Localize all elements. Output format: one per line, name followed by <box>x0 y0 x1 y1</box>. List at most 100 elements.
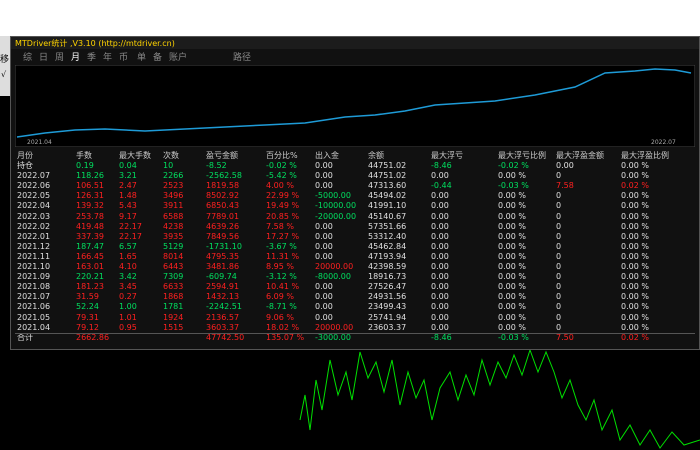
chart-frame <box>15 65 695 147</box>
table-cell: 2021.08 <box>17 282 51 292</box>
column-header: 最大手数 <box>119 151 151 160</box>
table-cell: 0.00 <box>431 191 449 201</box>
table-cell: 1781 <box>163 302 184 312</box>
menu-item[interactable]: 年 <box>103 53 113 63</box>
table-cell: 0.00 <box>315 302 333 312</box>
table-cell: 1515 <box>163 322 184 332</box>
table-cell: 0.00 <box>431 231 449 241</box>
table-cell: 0.00 % <box>498 221 526 231</box>
table-cell: 7.50 <box>556 332 574 342</box>
table-cell: 2523 <box>163 181 184 191</box>
table-cell: 0.19 <box>76 161 94 170</box>
table-cell: 0.00 % <box>621 312 649 322</box>
table-cell: 0.00 % <box>498 302 526 312</box>
table-cell: 4795.35 <box>206 251 240 261</box>
table-cell: -2562.58 <box>206 171 242 181</box>
table-cell: 18916.73 <box>368 272 407 282</box>
table-cell: 45494.02 <box>368 191 407 201</box>
table-cell: 45140.67 <box>368 211 407 221</box>
table-cell: 0.00 % <box>621 241 649 251</box>
menu-item[interactable]: 日 <box>39 53 49 63</box>
table-cell: 8502.92 <box>206 191 240 201</box>
table-cell: 3935 <box>163 231 184 241</box>
table-cell: 187.47 <box>76 241 104 251</box>
table-cell: 0.00 <box>431 322 449 332</box>
table-cell: 0 <box>556 221 562 231</box>
table-cell: 10.41 % <box>266 282 300 292</box>
table-cell: -8.52 <box>206 161 227 170</box>
table-cell: 0.00 <box>431 201 449 211</box>
menu-item[interactable]: 币 <box>119 53 129 63</box>
table-cell: 7.58 % <box>266 221 294 231</box>
table-cell: 3.45 <box>119 282 137 292</box>
table-cell: 1432.13 <box>206 292 240 302</box>
table-cell: -0.03 % <box>498 181 529 191</box>
menu-bar: 综日周月季年币单备账户 路径 <box>11 51 699 65</box>
table-cell: 0.00 <box>431 312 449 322</box>
table-cell: 2021.06 <box>17 302 51 312</box>
table-cell: 6588 <box>163 211 184 221</box>
table-cell: 2136.57 <box>206 312 240 322</box>
table-cell: 2021.11 <box>17 251 51 261</box>
table-cell: 0.00 <box>431 262 449 271</box>
title-bar: MTDriver统计 ,V3.10 (http://mtdriver.cn) <box>11 37 699 49</box>
table-cell: 20.85 % <box>266 211 300 221</box>
table-cell: 0.00 <box>556 161 574 170</box>
side-panel: 移 √ <box>0 36 10 96</box>
table-cell: 0.00 <box>315 251 333 261</box>
chart-end-label: 2022.07 <box>651 139 676 146</box>
menu-item[interactable]: 单 <box>137 53 147 63</box>
table-cell: 135.07 % <box>266 332 305 342</box>
menu-item[interactable]: 备 <box>153 53 163 63</box>
table-cell: 419.48 <box>76 221 104 231</box>
column-header: 余额 <box>368 151 384 160</box>
table-cell: 2021.10 <box>17 262 51 271</box>
table-cell: 2.47 <box>119 181 137 191</box>
table-cell: 0 <box>556 322 562 332</box>
column-header: 最大浮盈金额 <box>556 151 604 160</box>
menu-item[interactable]: 综 <box>23 53 33 63</box>
table-cell: 3496 <box>163 191 184 201</box>
table-cell: 118.26 <box>76 171 104 181</box>
table-cell: 47742.50 <box>206 332 245 342</box>
table-cell: 5129 <box>163 241 184 251</box>
table-cell: 7309 <box>163 272 184 282</box>
table-cell: 0 <box>556 241 562 251</box>
table-cell: 11.31 % <box>266 251 300 261</box>
table-cell: 0.00 % <box>621 211 649 221</box>
menu-item[interactable]: 账户 <box>169 53 188 63</box>
table-cell: 0.00 <box>431 282 449 292</box>
table-cell: 47313.60 <box>368 181 407 191</box>
table-cell: 合计 <box>17 332 33 342</box>
table-cell: 2266 <box>163 171 184 181</box>
side-move[interactable]: 移 <box>0 55 10 65</box>
table-cell: 2022.05 <box>17 191 51 201</box>
table-cell: 10 <box>163 161 174 170</box>
table-cell: 3.42 <box>119 272 137 282</box>
table-cell: 0 <box>556 262 562 271</box>
table-cell: 0 <box>556 282 562 292</box>
column-header: 百分比% <box>266 151 298 160</box>
side-check[interactable]: √ <box>1 70 7 79</box>
table-cell: 1868 <box>163 292 184 302</box>
table-cell: 24931.56 <box>368 292 407 302</box>
table-cell: 0.00 % <box>498 241 526 251</box>
menu-item[interactable]: 月 <box>71 53 81 63</box>
table-cell: 0.00 % <box>621 322 649 332</box>
table-cell: 0.00 % <box>498 201 526 211</box>
column-header: 最大浮盈比例 <box>621 151 669 160</box>
table-cell: 139.32 <box>76 201 104 211</box>
table-cell: 0.00 % <box>498 292 526 302</box>
table-cell: -3000.00 <box>315 332 351 342</box>
stats-table: 月份 手数 最大手数 次数 盈亏金额 百分比% 出入金 余额 最大浮亏 最大浮亏比例 最大浮盈金额 最… <box>11 151 699 347</box>
table-cell: 0.00 % <box>621 251 649 261</box>
column-header: 出入金 <box>315 151 339 160</box>
table-cell: 0.00 <box>315 312 333 322</box>
table-cell: 9.17 <box>119 211 137 221</box>
menu-item[interactable]: 季 <box>87 53 97 63</box>
stats-window: MTDriver统计 ,V3.10 (http://mtdriver.cn) 综… <box>10 36 700 350</box>
column-header: 最大浮亏 <box>431 151 463 160</box>
menu-item[interactable]: 周 <box>55 53 65 63</box>
table-cell: 0.00 % <box>621 191 649 201</box>
menu-item[interactable]: 路径 <box>233 53 252 63</box>
